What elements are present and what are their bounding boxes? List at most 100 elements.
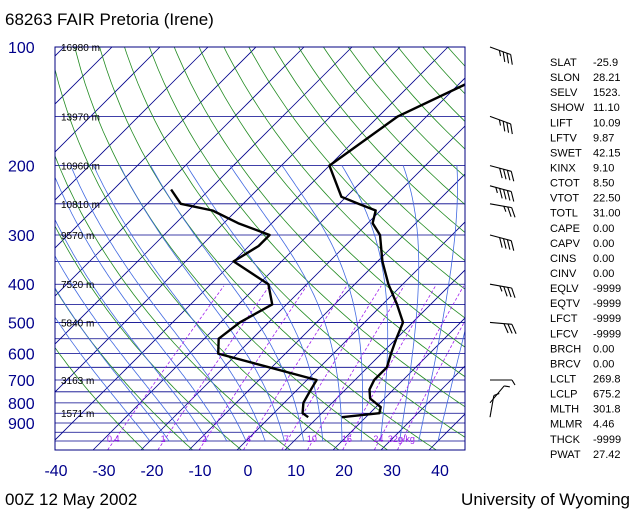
index-value: 0.00	[593, 358, 614, 370]
temperature-tick-label: -10	[188, 463, 211, 480]
barb-flag	[510, 240, 515, 251]
barb-half-flag	[498, 119, 502, 126]
dry-adiabat	[124, 47, 465, 438]
index-value: 10.09	[593, 117, 621, 129]
dry-adiabat	[55, 346, 145, 450]
barb-staff	[489, 203, 512, 209]
pressure-tick-label: 400	[8, 277, 35, 294]
temperature-tick-label: 10	[287, 463, 305, 480]
index-name: LFTV	[550, 132, 578, 144]
temperature-axis: -40 -30 -20 -10 0 10 20 30 40	[44, 463, 449, 480]
moist-adiabat	[281, 165, 363, 441]
height-label: 5840 m	[61, 318, 94, 329]
barb-flag	[506, 53, 510, 64]
pressure-tick-label: 300	[8, 228, 35, 245]
isotherm-line	[188, 173, 465, 450]
temperature-tick-label: -40	[44, 463, 67, 480]
source-credit: University of Wyoming	[461, 490, 630, 509]
dewpoint-profile	[170, 188, 318, 419]
moist-adiabat	[70, 165, 247, 442]
moist-adiabat	[55, 218, 208, 442]
index-name: SLAT	[550, 57, 577, 69]
wind-barb	[489, 203, 516, 218]
barb-flag	[511, 287, 516, 298]
index-value: 0.00	[593, 238, 614, 250]
barb-half-flag	[498, 50, 502, 57]
moist-adiabat	[150, 165, 304, 442]
index-value: 4.46	[593, 419, 614, 431]
index-value: 28.21	[593, 72, 621, 84]
temperature-tick-label: 0	[244, 463, 253, 480]
index-value: -25.9	[593, 57, 618, 69]
mixing-ratio-label: 1	[161, 434, 166, 444]
pressure-tick-label: 600	[8, 347, 35, 364]
mixing-ratio-line	[157, 285, 270, 450]
station-title: 68263 FAIR Pretoria (Irene)	[5, 10, 214, 29]
barb-flag	[499, 237, 503, 248]
moist-adiabat	[119, 165, 285, 442]
moist-adiabat	[55, 316, 151, 442]
index-name: LIFT	[550, 117, 573, 129]
observation-time: 00Z 12 May 2002	[5, 490, 137, 509]
pressure-tick-label: 700	[8, 373, 35, 390]
index-name: THCK	[550, 434, 581, 446]
isotherm-line	[55, 47, 353, 345]
index-value: 22.50	[593, 193, 621, 205]
mixing-ratio-label: 2	[202, 434, 207, 444]
barb-flag	[506, 190, 511, 201]
height-label: 13970 m	[61, 112, 100, 123]
index-name: TOTL	[550, 208, 578, 220]
index-name: CAPV	[550, 238, 581, 250]
moist-adiabat	[341, 165, 389, 442]
barb-flag	[507, 287, 512, 298]
isotherm-line	[55, 47, 449, 441]
pressure-tick-label: 800	[8, 396, 35, 413]
mixing-ratio-line	[198, 285, 308, 450]
temperature-tick-label: 20	[335, 463, 353, 480]
height-label: 9570 m	[61, 231, 94, 242]
index-value: -9999	[593, 434, 621, 446]
wind-barb	[489, 165, 515, 182]
mixing-ratio-label: 10	[307, 434, 317, 444]
index-name: EQLV	[550, 283, 579, 295]
index-value: 0.00	[593, 268, 614, 280]
pressure-tick-label: 200	[8, 159, 35, 176]
barb-flag	[511, 324, 517, 334]
wind-barb	[490, 379, 516, 386]
height-label: 3163 m	[61, 376, 94, 387]
index-name: CTOT	[550, 178, 580, 190]
barb-flag	[506, 170, 511, 181]
barb-flag	[502, 51, 506, 63]
diagram-grid	[55, 47, 465, 450]
barb-flag	[503, 323, 509, 334]
index-name: PWAT	[550, 449, 581, 461]
dry-adiabat	[223, 47, 465, 319]
isotherm-line	[380, 365, 465, 450]
index-name: SHOW	[550, 102, 585, 114]
moist-adiabat	[229, 165, 343, 441]
mixing-ratio-label: 7	[284, 434, 289, 444]
isotherm-line	[332, 317, 465, 450]
isotherm-line	[55, 47, 257, 249]
wind-barb	[489, 185, 515, 202]
index-name: SELV	[550, 87, 578, 99]
index-value: -9999	[593, 298, 621, 310]
index-name: SWET	[550, 147, 582, 159]
index-value: 11.10	[593, 102, 620, 114]
mixing-ratio-label: 16	[342, 434, 352, 444]
index-value: 675.2	[593, 389, 621, 401]
isotherm-line	[284, 269, 465, 450]
moist-adiabat	[399, 165, 420, 442]
height-label: 16980 m	[61, 43, 100, 54]
temperature-tick-label: 40	[431, 463, 449, 480]
mixing-ratio-line	[243, 285, 348, 450]
isotherm-line	[55, 47, 401, 393]
barb-staff	[489, 321, 512, 325]
index-value: 0.00	[593, 253, 614, 265]
index-value: 8.50	[593, 178, 614, 190]
barb-half-flag	[504, 385, 510, 388]
isotherm-line	[236, 221, 465, 450]
moist-adiabat	[418, 165, 458, 442]
pressure-tick-label: 500	[8, 315, 35, 332]
